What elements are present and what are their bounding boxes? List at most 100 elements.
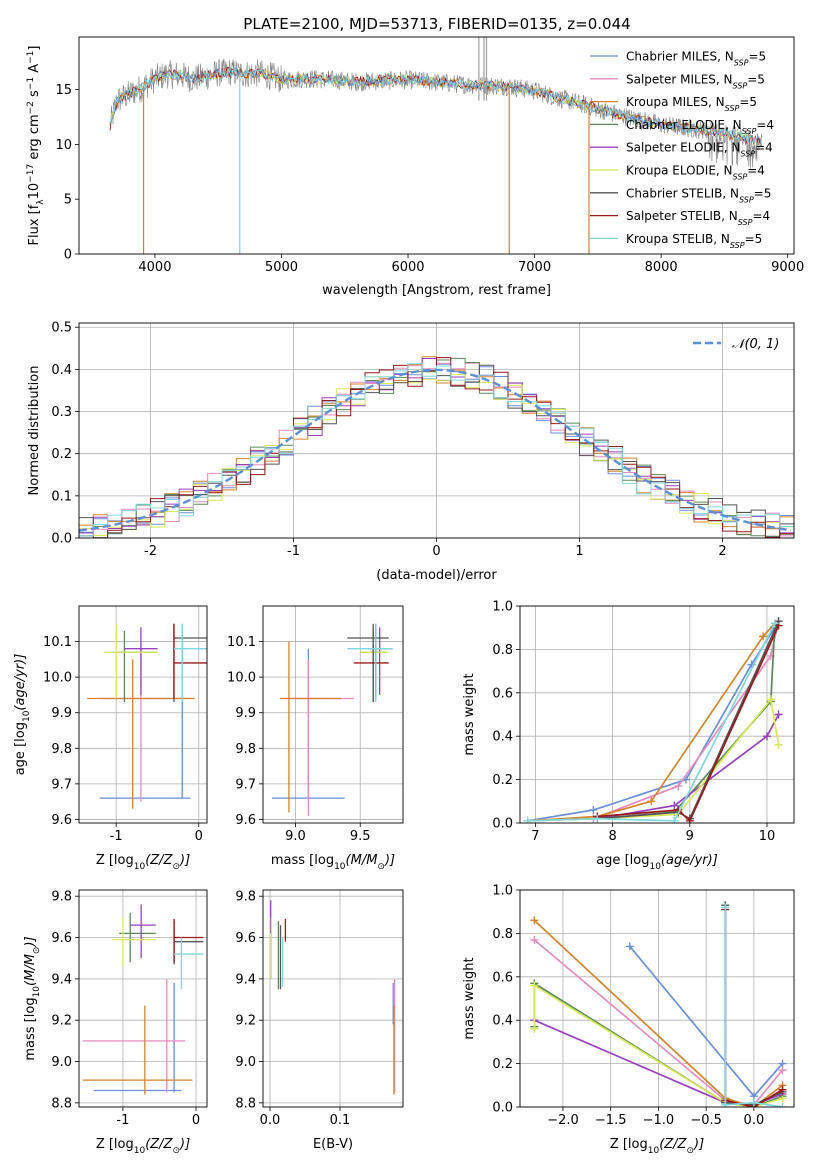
x-tick-label: 5000 — [265, 260, 298, 275]
y-tick-label: 9.6 — [51, 931, 72, 946]
weight-marker — [778, 1103, 787, 1107]
y-tick-label: 9.8 — [51, 890, 72, 905]
y-tick-label: 0.6 — [492, 970, 513, 985]
weight-marker — [778, 1085, 787, 1094]
y-axis-label: age [log10(age/yr)] — [13, 654, 32, 776]
histogram-salpeter-stelib — [79, 357, 794, 538]
legend-label: Chabrier MILES, NSSP=5 — [626, 50, 766, 68]
x-tick-label: 0 — [195, 829, 203, 844]
x-axis-label: age [log10(age/yr)] — [596, 853, 718, 872]
axes-frame — [78, 36, 795, 255]
x-axis-label: Z [log10(Z/Z⊙)] — [96, 853, 190, 872]
y-tick-label: 9.6 — [235, 813, 256, 828]
plot-area — [79, 356, 794, 538]
x-tick-label: 0.1 — [330, 1113, 351, 1128]
y-tick-label: 9.0 — [51, 1055, 72, 1070]
y-tick-label: 9.6 — [235, 931, 256, 946]
weight-marker — [589, 805, 598, 814]
legend-label: Kroupa STELIB, NSSP=5 — [626, 232, 762, 250]
x-tick-label: 9.0 — [285, 829, 306, 844]
x-tick-label: −2.0 — [547, 1113, 579, 1128]
plot-area — [272, 623, 393, 816]
model-spectrum — [109, 67, 762, 147]
weight-marker — [759, 632, 768, 641]
y-tick-label: 0.4 — [492, 730, 513, 745]
observed-spectrum — [109, 58, 763, 170]
x-tick-label: -1 — [110, 829, 123, 844]
legend-label: Kroupa MILES, NSSP=5 — [626, 95, 757, 113]
histogram-kroupa-stelib — [79, 363, 794, 538]
weight-marker — [674, 782, 683, 791]
x-tick-label: 9000 — [771, 260, 804, 275]
x-tick-label: 0 — [192, 1113, 200, 1128]
y-axis-label: mass weight — [462, 957, 477, 1039]
weight-marker — [647, 797, 656, 806]
y-tick-label: 9.4 — [235, 972, 256, 987]
plot-area — [87, 623, 207, 809]
x-tick-label: 0 — [432, 544, 440, 559]
panel-mass_vs_ebv: 0.0 0.1 8.8 9.0 9.2 9.4 9.6 9.8 E(B-V) — [235, 889, 404, 1152]
x-tick-label: 10 — [759, 829, 776, 844]
panel-age_vs_mass: 9.0 9.5 9.6 9.7 9.8 9.9 10.0 10.1 mass [log10(M/… — [227, 605, 404, 872]
legend-label: Chabrier STELIB, NSSP=5 — [626, 186, 771, 204]
x-tick-label: 2 — [718, 544, 726, 559]
weight-marker — [774, 740, 783, 749]
y-tick-label: 9.9 — [51, 706, 72, 721]
weight-line — [597, 714, 780, 820]
y-tick-label: 0.5 — [51, 321, 72, 336]
y-tick-label: 0 — [64, 248, 72, 263]
x-axis-label: wavelength [Angstrom, rest frame] — [322, 283, 551, 298]
axes-frame — [78, 322, 795, 539]
axes-frame — [519, 605, 795, 824]
plot-area — [523, 617, 783, 823]
weight-marker — [625, 942, 634, 951]
plot-area — [270, 900, 396, 1095]
y-axis-label: Normed distribution — [27, 366, 42, 496]
x-tick-label: -1 — [287, 544, 300, 559]
y-tick-label: 9.7 — [235, 777, 256, 792]
panel-age_vs_Z: -1 0 9.6 9.7 9.8 9.9 10.0 10.1 Z [log10(Z/Z⊙)] ag… — [13, 605, 208, 872]
y-tick-label: 0.2 — [492, 773, 513, 788]
x-tick-label: -2 — [144, 544, 157, 559]
legend-label: Chabrier ELODIE, NSSP=4 — [626, 118, 774, 136]
y-tick-label: 5 — [64, 193, 72, 208]
weight-marker — [530, 1024, 539, 1033]
y-tick-label: 0.2 — [51, 447, 72, 462]
weight-line — [527, 697, 780, 822]
y-tick-label: 9.2 — [235, 1014, 256, 1029]
y-tick-label: 0.3 — [51, 405, 72, 420]
weight-line — [533, 919, 784, 1107]
y-tick-label: 10.1 — [227, 635, 256, 650]
panel-residual_hist: -2 -1 0 1 2 0.0 0.1 0.2 0.3 0.4 0.5 𝒩(0, 1) (data-mo… — [27, 321, 795, 583]
weight-marker — [530, 935, 539, 944]
y-tick-label: 9.8 — [235, 890, 256, 905]
y-tick-label: 0.2 — [492, 1057, 513, 1072]
plot-area — [82, 904, 204, 1095]
panel-mass_weight_vs_Z: −2.0 −1.5 −1.0 −0.5 0.0 0.0 0.2 0.4 0.6 0.8 1.0 Z [… — [462, 884, 795, 1156]
x-tick-label: 1 — [575, 544, 583, 559]
x-tick-label: 9.5 — [350, 829, 371, 844]
weight-marker — [766, 695, 775, 704]
y-tick-label: 0.0 — [492, 1101, 513, 1116]
axes-frame — [262, 889, 404, 1108]
x-tick-label: 0.0 — [744, 1113, 765, 1128]
y-tick-label: 0.4 — [492, 1014, 513, 1029]
x-axis-label: mass [log10(M/M⊙)] — [271, 853, 395, 872]
weight-marker — [770, 619, 779, 628]
x-tick-label: 7000 — [518, 260, 551, 275]
y-tick-label: 9.6 — [51, 813, 72, 828]
weight-marker — [593, 814, 602, 823]
legend-label: 𝒩(0, 1) — [732, 337, 779, 352]
model-legend: Chabrier MILES, NSSP=5 Salpeter MILES, NS… — [590, 50, 774, 250]
weight-marker — [774, 710, 783, 719]
weight-line — [597, 625, 780, 823]
axes-frame — [78, 605, 208, 824]
y-tick-label: 8.8 — [235, 1096, 256, 1111]
x-tick-label: 9 — [686, 829, 694, 844]
y-tick-label: 0.4 — [51, 363, 72, 378]
x-tick-label: 4000 — [138, 260, 171, 275]
x-axis-label: Z [log10(Z/Z⊙)] — [96, 1137, 190, 1156]
y-tick-label: 10 — [55, 138, 72, 153]
gaussian-curve — [79, 368, 792, 532]
y-tick-label: 9.8 — [235, 742, 256, 757]
